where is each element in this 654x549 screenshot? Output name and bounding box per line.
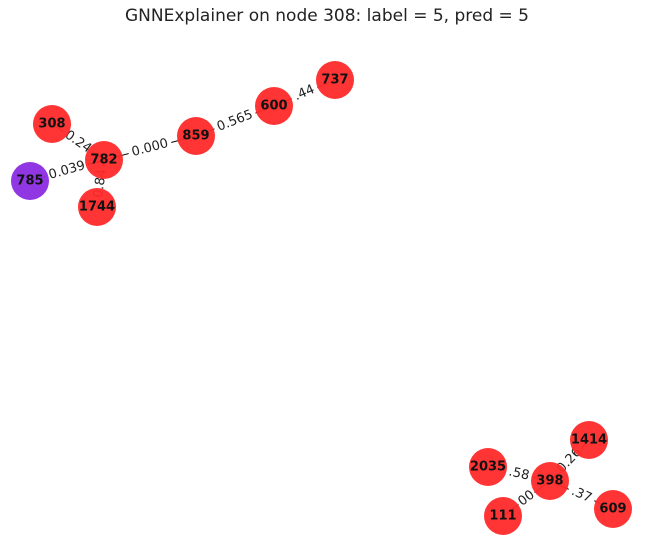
node-782 — [85, 141, 123, 179]
node-785 — [11, 162, 49, 200]
node-label-737: 737 — [321, 73, 348, 88]
node-label-111: 111 — [489, 509, 516, 524]
edge-label-bg — [126, 134, 174, 162]
node-label-782: 782 — [90, 153, 117, 168]
node-label-1744: 1744 — [79, 200, 115, 215]
edge-label: 0.039 — [47, 158, 87, 183]
node-308 — [33, 105, 71, 143]
edge-label: .58 — [507, 464, 530, 483]
node-737 — [316, 61, 354, 99]
node-label-859: 859 — [182, 129, 209, 144]
edges-layer — [29, 79, 614, 517]
node-label-609: 609 — [599, 502, 626, 517]
edge-label-bg — [513, 486, 540, 511]
node-398 — [531, 462, 569, 500]
edge-label: .44 — [292, 82, 317, 104]
edge-label-bg — [43, 156, 91, 185]
graph-title: GNNExplainer on node 308: label = 5, pre… — [125, 6, 529, 26]
node-label-785: 785 — [16, 174, 43, 189]
edge-label-bg — [211, 105, 259, 137]
nodes-layer: 308 785 782 1744 859 600 737 2035 398 1414 111 609 — [11, 61, 632, 535]
edge-label: 0.565 — [215, 107, 255, 134]
node-859 — [177, 117, 215, 155]
node-label-398: 398 — [536, 474, 563, 489]
node-609 — [594, 490, 632, 528]
node-label-308: 308 — [38, 117, 65, 132]
node-111 — [484, 497, 522, 535]
node-label-2035: 2035 — [470, 460, 506, 475]
node-label-1414: 1414 — [571, 433, 607, 448]
edge-label-bg — [288, 80, 321, 106]
node-2035 — [469, 448, 507, 486]
node-1414 — [570, 421, 608, 459]
node-600 — [255, 87, 293, 125]
node-1744 — [78, 188, 116, 226]
node-label-600: 600 — [260, 99, 287, 114]
edge-label-bg — [565, 482, 598, 508]
edge-label-bg — [503, 463, 535, 485]
edge-label: 0.000 — [130, 136, 170, 160]
